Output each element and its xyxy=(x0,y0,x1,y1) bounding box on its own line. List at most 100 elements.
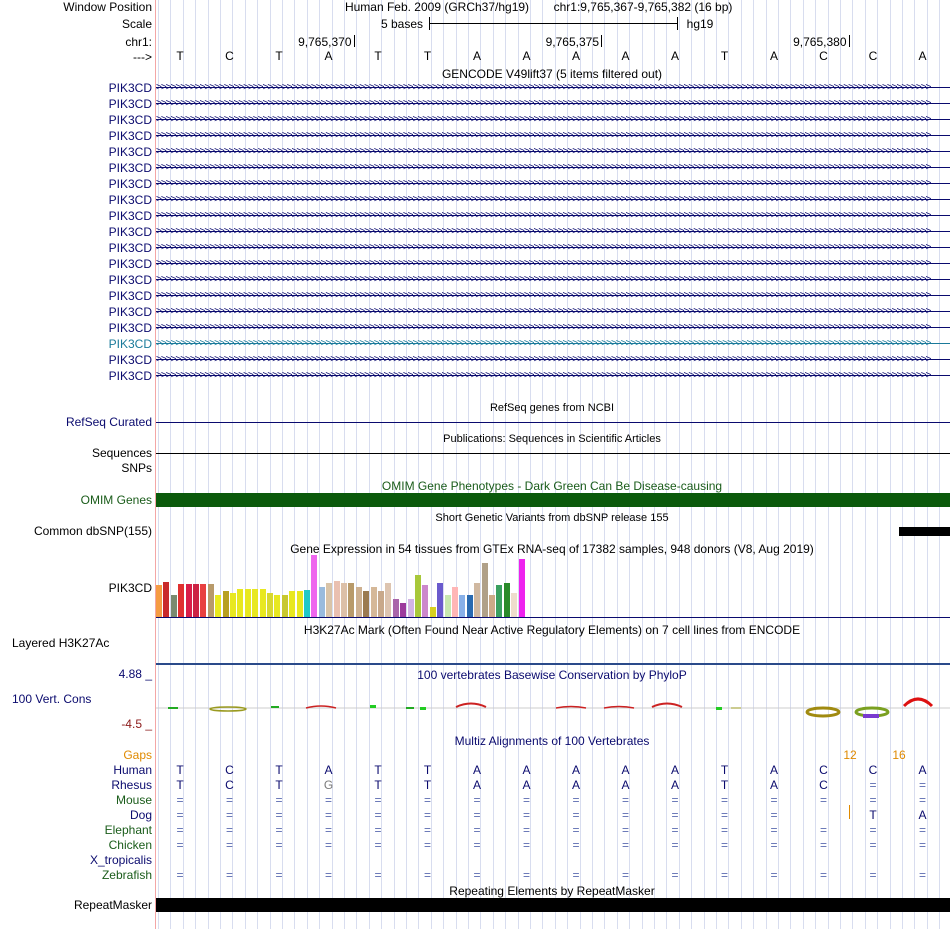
species-label[interactable]: Human xyxy=(113,763,152,777)
gencode-transcript-label[interactable]: PIK3CD xyxy=(108,353,152,367)
gtex-tissue-bar[interactable] xyxy=(415,575,421,617)
gtex-tissue-bar[interactable] xyxy=(274,595,281,617)
gencode-transcript[interactable]: >>>>>>>>>>>>>>>>>>>>>>>>>>>>>>>>>>>>>>>>… xyxy=(156,257,950,271)
gtex-tissue-bar[interactable] xyxy=(466,595,473,617)
species-label[interactable]: Chicken xyxy=(108,838,152,852)
gencode-transcript-label[interactable]: PIK3CD xyxy=(108,257,152,271)
gencode-transcript-label[interactable]: PIK3CD xyxy=(108,193,152,207)
species-label[interactable]: Mouse xyxy=(115,793,152,807)
gencode-transcript[interactable]: >>>>>>>>>>>>>>>>>>>>>>>>>>>>>>>>>>>>>>>>… xyxy=(156,209,950,223)
gtex-tissue-bar[interactable] xyxy=(503,583,510,617)
gtex-tissue-bar[interactable] xyxy=(304,590,310,617)
gtex-tissue-bar[interactable] xyxy=(385,583,392,617)
gencode-transcript-label[interactable]: PIK3CD xyxy=(108,113,152,127)
gtex-tissue-bar[interactable] xyxy=(170,595,177,617)
gencode-transcript[interactable]: >>>>>>>>>>>>>>>>>>>>>>>>>>>>>>>>>>>>>>>>… xyxy=(156,113,950,127)
gtex-tissue-bar[interactable] xyxy=(481,563,488,617)
gtex-tissue-bar[interactable] xyxy=(200,584,207,617)
gtex-tissue-bar[interactable] xyxy=(259,589,266,617)
phylop-conservation-plot[interactable] xyxy=(156,690,950,722)
refseq-gene-line[interactable] xyxy=(156,422,950,423)
gtex-tissue-bar[interactable] xyxy=(518,559,525,617)
gencode-transcript[interactable]: >>>>>>>>>>>>>>>>>>>>>>>>>>>>>>>>>>>>>>>>… xyxy=(156,193,950,207)
gencode-transcript-label[interactable]: PIK3CD xyxy=(108,97,152,111)
gtex-tissue-bar[interactable] xyxy=(363,591,370,617)
refseq-label[interactable]: RefSeq Curated xyxy=(65,415,152,429)
gtex-tissue-bar[interactable] xyxy=(296,591,303,617)
species-label[interactable]: Zebrafish xyxy=(101,868,152,882)
gtex-tissue-bar[interactable] xyxy=(444,595,451,617)
dbsnp-label[interactable]: Common dbSNP(155) xyxy=(33,524,152,538)
gencode-transcript[interactable]: >>>>>>>>>>>>>>>>>>>>>>>>>>>>>>>>>>>>>>>>… xyxy=(156,369,950,383)
gencode-transcript-label[interactable]: PIK3CD xyxy=(108,209,152,223)
gtex-tissue-bar[interactable] xyxy=(407,599,414,617)
gencode-transcript-label[interactable]: PIK3CD xyxy=(108,337,152,351)
gencode-transcript-label[interactable]: PIK3CD xyxy=(108,225,152,239)
gtex-tissue-bar[interactable] xyxy=(237,589,244,617)
gencode-transcript[interactable]: >>>>>>>>>>>>>>>>>>>>>>>>>>>>>>>>>>>>>>>>… xyxy=(156,177,950,191)
publications-line[interactable] xyxy=(156,453,950,454)
gtex-tissue-bar[interactable] xyxy=(326,583,333,617)
gencode-transcript-label[interactable]: PIK3CD xyxy=(108,289,152,303)
gtex-tissue-bar[interactable] xyxy=(311,555,318,617)
gtex-tissue-bar[interactable] xyxy=(378,591,384,617)
gencode-transcript[interactable]: >>>>>>>>>>>>>>>>>>>>>>>>>>>>>>>>>>>>>>>>… xyxy=(156,129,950,143)
gtex-tissue-bar[interactable] xyxy=(267,593,273,617)
omim-label[interactable]: OMIM Genes xyxy=(80,493,152,507)
gencode-transcript[interactable]: >>>>>>>>>>>>>>>>>>>>>>>>>>>>>>>>>>>>>>>>… xyxy=(156,145,950,159)
sequences-label[interactable]: Sequences xyxy=(91,446,152,460)
gencode-transcript-label[interactable]: PIK3CD xyxy=(108,129,152,143)
repeatmasker-label[interactable]: RepeatMasker xyxy=(73,898,152,912)
species-label[interactable]: X_tropicalis xyxy=(89,853,152,867)
gtex-tissue-bar[interactable] xyxy=(185,584,192,617)
gencode-transcript-label[interactable]: PIK3CD xyxy=(108,305,152,319)
gtex-tissue-bar[interactable] xyxy=(429,607,436,617)
gtex-tissue-bar[interactable] xyxy=(163,582,170,617)
gtex-tissue-bar[interactable] xyxy=(289,591,296,617)
gtex-tissue-bar[interactable] xyxy=(355,587,362,617)
gencode-transcript-label[interactable]: PIK3CD xyxy=(108,273,152,287)
gtex-tissue-bar[interactable] xyxy=(348,583,355,617)
gtex-tissue-bar[interactable] xyxy=(193,584,199,617)
snps-label[interactable]: SNPs xyxy=(121,461,152,475)
gtex-tissue-bar[interactable] xyxy=(341,583,347,617)
gtex-tissue-bar[interactable] xyxy=(281,595,288,617)
gencode-transcript[interactable]: >>>>>>>>>>>>>>>>>>>>>>>>>>>>>>>>>>>>>>>>… xyxy=(156,273,950,287)
gencode-transcript[interactable]: >>>>>>>>>>>>>>>>>>>>>>>>>>>>>>>>>>>>>>>>… xyxy=(156,225,950,239)
gtex-tissue-bar[interactable] xyxy=(392,599,399,617)
phylop-label[interactable]: 100 Vert. Cons xyxy=(12,692,92,706)
species-label[interactable]: Dog xyxy=(129,808,152,822)
gtex-tissue-bar[interactable] xyxy=(252,589,259,617)
gencode-transcript-label[interactable]: PIK3CD xyxy=(108,145,152,159)
gencode-transcript-label[interactable]: PIK3CD xyxy=(108,177,152,191)
gtex-tissue-bar[interactable] xyxy=(333,581,340,617)
gencode-transcript[interactable]: >>>>>>>>>>>>>>>>>>>>>>>>>>>>>>>>>>>>>>>>… xyxy=(156,97,950,111)
gtex-tissue-bar[interactable] xyxy=(496,585,503,617)
h3k27ac-label[interactable]: Layered H3K27Ac xyxy=(12,636,110,650)
gtex-tissue-bar[interactable] xyxy=(370,587,377,617)
gtex-tissue-bar[interactable] xyxy=(452,587,458,617)
species-label[interactable]: Rhesus xyxy=(111,778,152,792)
gtex-tissue-bar[interactable] xyxy=(178,584,185,617)
gtex-tissue-bar[interactable] xyxy=(230,593,236,617)
gencode-transcript-label[interactable]: PIK3CD xyxy=(108,369,152,383)
gtex-tissue-bar[interactable] xyxy=(244,589,251,617)
gencode-transcript-label[interactable]: PIK3CD xyxy=(108,81,152,95)
gencode-transcript[interactable]: >>>>>>>>>>>>>>>>>>>>>>>>>>>>>>>>>>>>>>>>… xyxy=(156,81,950,95)
gtex-tissue-bar[interactable] xyxy=(511,593,518,617)
gtex-tissue-bar[interactable] xyxy=(222,591,229,617)
gencode-transcript[interactable]: >>>>>>>>>>>>>>>>>>>>>>>>>>>>>>>>>>>>>>>>… xyxy=(156,241,950,255)
gtex-tissue-bar[interactable] xyxy=(459,595,466,617)
gtex-tissue-bar[interactable] xyxy=(489,595,495,617)
gtex-tissue-bar[interactable] xyxy=(207,584,214,617)
gencode-transcript[interactable]: >>>>>>>>>>>>>>>>>>>>>>>>>>>>>>>>>>>>>>>>… xyxy=(156,305,950,319)
omim-gene-bar[interactable] xyxy=(156,493,950,507)
gtex-tissue-bar[interactable] xyxy=(156,585,162,617)
dbsnp-variant-bar[interactable] xyxy=(899,527,950,536)
gencode-transcript[interactable]: >>>>>>>>>>>>>>>>>>>>>>>>>>>>>>>>>>>>>>>>… xyxy=(156,289,950,303)
gtex-label[interactable]: PIK3CD xyxy=(108,581,152,595)
species-label[interactable]: Elephant xyxy=(104,823,152,837)
gtex-tissue-bar[interactable] xyxy=(215,595,222,617)
gencode-transcript-label[interactable]: PIK3CD xyxy=(108,321,152,335)
